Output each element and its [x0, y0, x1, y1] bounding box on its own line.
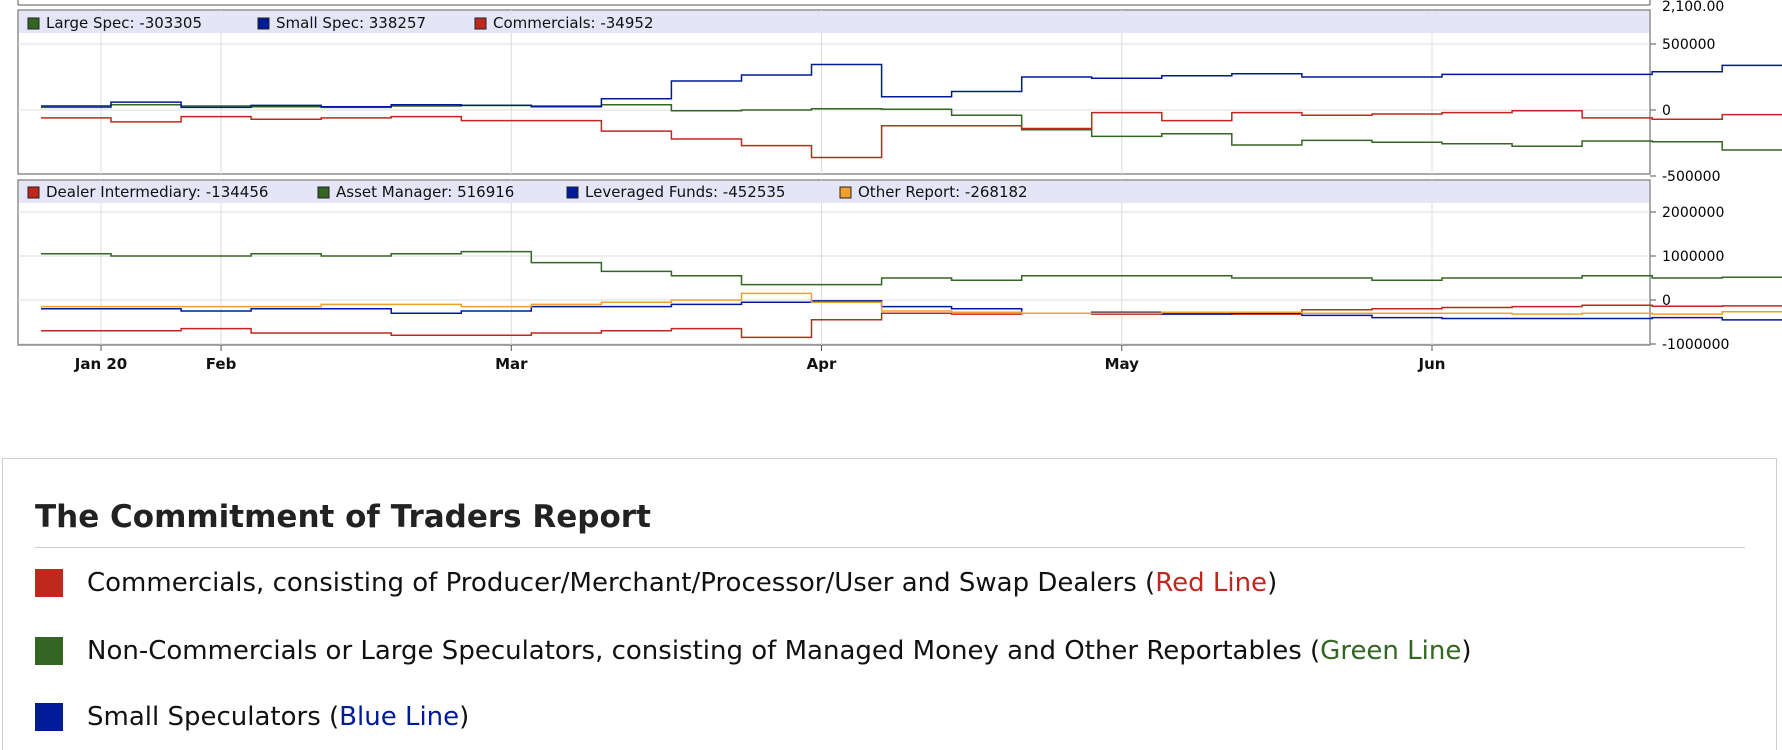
series-line-leveraged-funds [41, 300, 1782, 321]
y-tick-label: 2,100.00 [1662, 0, 1724, 15]
series-line-other-report [41, 292, 1782, 315]
x-tick-label: Jun [1418, 355, 1446, 373]
y-tick-label: -500000 [1662, 169, 1721, 185]
cot-info-box: The Commitment of Traders Report Commerc… [2, 458, 1777, 750]
legend-label: Dealer Intermediary: -134456 [46, 183, 268, 201]
legend-label: Large Spec: -303305 [46, 14, 202, 32]
series-line-commercials [41, 109, 1782, 159]
x-tick-label: Mar [495, 355, 528, 373]
legend-swatch [257, 17, 270, 30]
cot-chart-svg: 2,100.00 -500000 0 500000 Large Spec: -30330… [17, 0, 1782, 373]
plot-area [17, 9, 1651, 175]
y-tick-label: -1000000 [1662, 337, 1729, 353]
info-row-colored: Red Line [1155, 568, 1268, 598]
legend-label: Small Spec: 338257 [276, 14, 426, 32]
series-line-asset-manager [41, 250, 1782, 286]
legend-band [19, 181, 1649, 203]
legend-label: Commercials: -34952 [493, 14, 653, 32]
y-tick-label: 0 [1662, 293, 1671, 309]
info-row-prefix: Small Speculators ( [87, 702, 340, 732]
info-row-prefix: Commercials, consisting of Producer/Merc… [87, 568, 1156, 598]
x-tick-label: Feb [206, 355, 237, 373]
info-row-text: Non-Commercials or Large Speculators, co… [87, 636, 1472, 666]
legend-swatch [27, 186, 40, 199]
blue-swatch [35, 703, 63, 731]
info-row-suffix: ) [459, 702, 470, 732]
info-row-commercials: Commercials, consisting of Producer/Merc… [35, 565, 1277, 601]
info-row-text: Small Speculators (Blue Line) [87, 702, 469, 732]
series-line-small-spec [41, 63, 1782, 109]
series-line-dealer-intermediary [41, 304, 1782, 339]
legend-swatch [474, 17, 487, 30]
y-tick-label: 1000000 [1662, 249, 1724, 265]
legend-swatch [839, 186, 852, 199]
legend-swatch [27, 17, 40, 30]
y-tick-label: 0 [1662, 103, 1671, 119]
legend-swatch [566, 186, 579, 199]
x-tick-label: May [1105, 355, 1140, 373]
info-row-small-spec: Small Speculators (Blue Line) [35, 699, 469, 735]
info-row-suffix: ) [1461, 636, 1472, 666]
info-row-colored: Blue Line [339, 702, 460, 732]
legend-label: Other Report: -268182 [858, 183, 1028, 201]
legend-label: Asset Manager: 516916 [336, 183, 514, 201]
cot-charts: 2,100.00 -500000 0 500000 Large Spec: -30330… [17, 0, 1782, 373]
green-swatch [35, 637, 63, 665]
legend-label: Leveraged Funds: -452535 [585, 183, 785, 201]
x-tick-label: Jan 20 [74, 355, 127, 373]
info-row-colored: Green Line [1320, 636, 1462, 666]
info-row-large-spec: Non-Commercials or Large Speculators, co… [35, 633, 1472, 669]
info-row-prefix: Non-Commercials or Large Speculators, co… [87, 636, 1321, 666]
info-row-text: Commercials, consisting of Producer/Merc… [87, 568, 1277, 598]
legend-band [19, 11, 1649, 33]
x-tick-label: Apr [807, 355, 837, 373]
y-tick-label: 2000000 [1662, 205, 1724, 221]
legend-swatch [317, 186, 330, 199]
info-row-suffix: ) [1267, 568, 1278, 598]
info-title: The Commitment of Traders Report [35, 499, 1745, 548]
y-tick-label: 500000 [1662, 37, 1715, 53]
red-swatch [35, 569, 63, 597]
